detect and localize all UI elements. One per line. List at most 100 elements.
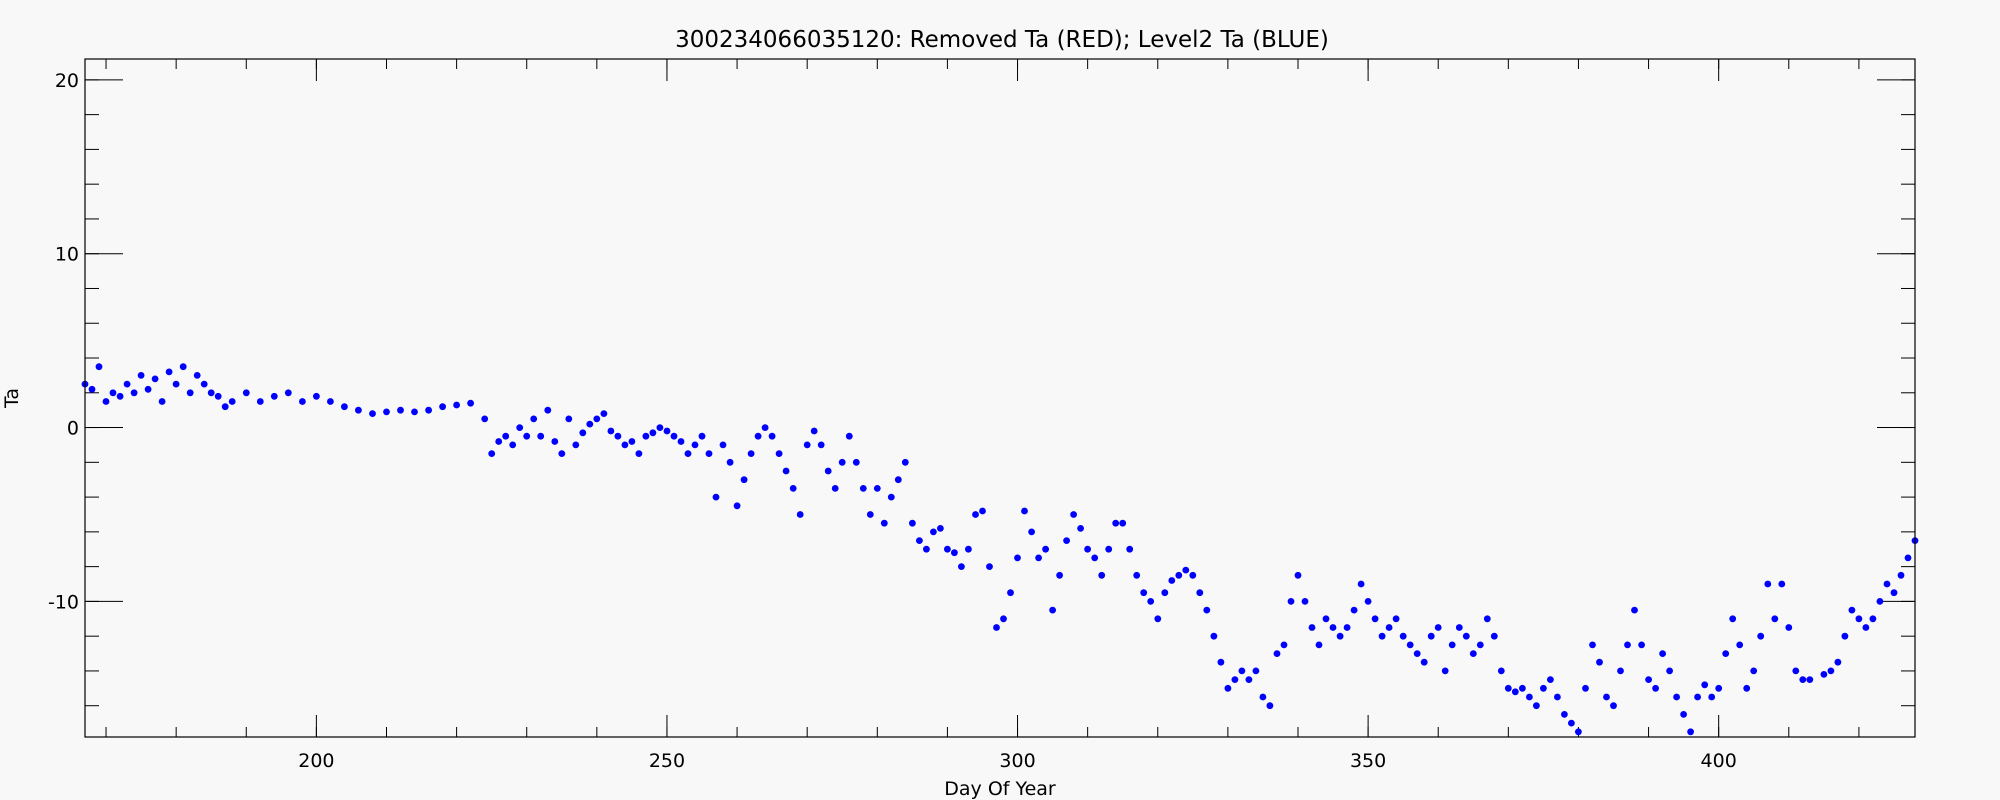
data-point [1666,667,1673,675]
x-tick-label: 250 [649,750,685,772]
data-point [425,406,432,414]
data-point [824,467,832,475]
data-point [600,410,608,417]
data-point [1785,624,1793,631]
data-point [986,563,993,570]
data-point [1238,667,1246,675]
data-point [866,511,874,518]
data-point [1014,554,1021,562]
data-point [944,545,951,553]
data-point [1554,693,1561,701]
data-point [712,493,720,501]
data-point [1715,684,1723,692]
data-point [144,385,152,393]
axis-ticks: 200 250 300 350 400 20 10 0 -10 [48,59,1915,772]
data-point [544,406,552,414]
data-point [1729,615,1737,623]
data-point [649,429,657,437]
data-point [1210,632,1218,640]
y-axis-label: Ta [1,388,23,409]
data-point [523,432,531,440]
data-point [1434,624,1442,631]
data-point [1315,641,1323,649]
data-point [684,450,692,457]
data-point [242,389,250,397]
data-point [1168,577,1176,584]
data-point [1343,624,1351,631]
data-point [775,450,783,457]
data-point [979,507,986,515]
data-point [109,389,117,397]
data-point [327,398,334,405]
data-point [1526,693,1533,701]
data-point [1301,598,1309,605]
data-point [593,415,601,423]
data-point [530,415,538,423]
data-point [1217,658,1225,666]
data-point [572,441,580,449]
data-point [1827,667,1835,675]
data-point [369,410,376,417]
data-point [1820,671,1828,678]
data-point [1105,545,1113,553]
data-point [1427,632,1435,640]
data-point [1659,650,1666,657]
data-point [1673,693,1680,701]
data-point [565,415,573,423]
data-point [1329,624,1337,631]
data-point [579,429,587,437]
data-point [502,432,510,440]
data-point [958,563,965,570]
chart-title: 300234066035120: Removed Ta (RED); Level… [675,27,1329,53]
data-point [1799,676,1807,683]
data-point [670,432,678,440]
data-point [214,392,222,400]
data-point [270,392,278,400]
data-point [1533,702,1540,710]
data-point [1420,658,1428,666]
data-point [1364,598,1372,605]
data-point [1743,684,1751,692]
data-point [677,438,685,445]
data-point [831,485,839,492]
data-point [221,403,229,411]
data-point [1098,571,1106,579]
data-point [1007,589,1014,597]
data-point [341,403,348,411]
data-point [158,398,166,405]
data-point [1042,545,1049,553]
data-point [1028,528,1035,536]
data-point [1883,580,1891,588]
data-point [1771,615,1779,623]
data-point [200,380,208,388]
data-point [1904,554,1912,562]
data-point [193,372,201,379]
data-point [1469,650,1477,657]
data-point [1722,650,1730,657]
data-point [1841,632,1849,640]
data-point [754,432,762,440]
data-point [516,424,524,431]
data-point [1308,624,1316,631]
data-point [733,502,741,510]
data-point [1294,571,1302,579]
data-point [1392,615,1400,623]
data-point [1091,554,1099,562]
data-point [726,458,734,466]
data-point [179,363,187,371]
data-point [284,389,292,397]
data-point [845,432,853,440]
data-point [607,427,615,435]
data-point [698,432,706,440]
data-point [256,398,264,405]
data-point [1462,632,1470,640]
data-point [1834,658,1842,666]
data-point [1077,525,1084,532]
data-point [1862,624,1870,631]
data-point [1631,606,1638,614]
data-point [1624,641,1631,649]
data-point [1147,598,1155,605]
data-point [747,450,755,457]
data-point [151,375,159,383]
data-point [313,392,320,400]
